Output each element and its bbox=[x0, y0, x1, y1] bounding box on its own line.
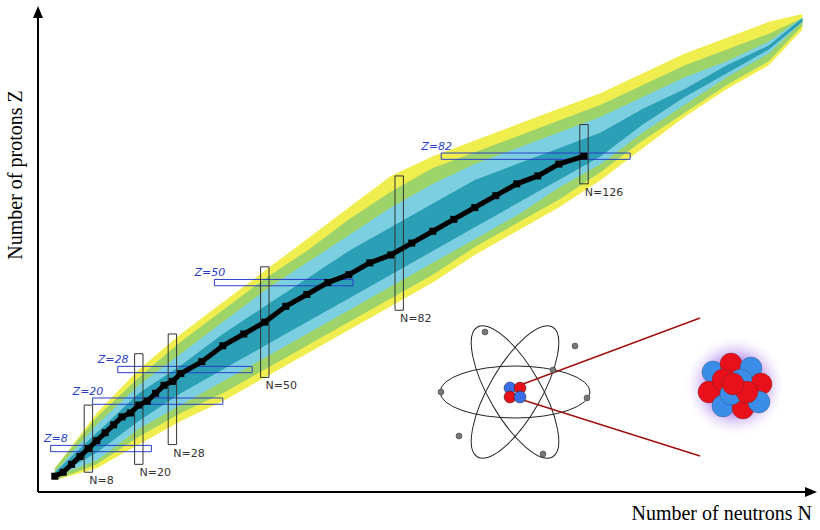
svg-text:Z=50: Z=50 bbox=[193, 266, 225, 279]
svg-text:Z=8: Z=8 bbox=[43, 432, 68, 445]
svg-text:N=50: N=50 bbox=[266, 379, 297, 392]
svg-text:N=20: N=20 bbox=[140, 466, 171, 479]
svg-text:N=82: N=82 bbox=[400, 312, 431, 325]
svg-text:N=126: N=126 bbox=[585, 186, 623, 199]
svg-text:N=28: N=28 bbox=[173, 447, 204, 460]
svg-text:Number of neutrons N: Number of neutrons N bbox=[631, 502, 812, 524]
svg-text:Number of protons Z: Number of protons Z bbox=[4, 90, 27, 259]
svg-text:Z=20: Z=20 bbox=[72, 385, 104, 398]
svg-text:Z=28: Z=28 bbox=[97, 353, 129, 366]
svg-text:N=8: N=8 bbox=[89, 474, 113, 487]
svg-text:Z=82: Z=82 bbox=[420, 140, 452, 153]
